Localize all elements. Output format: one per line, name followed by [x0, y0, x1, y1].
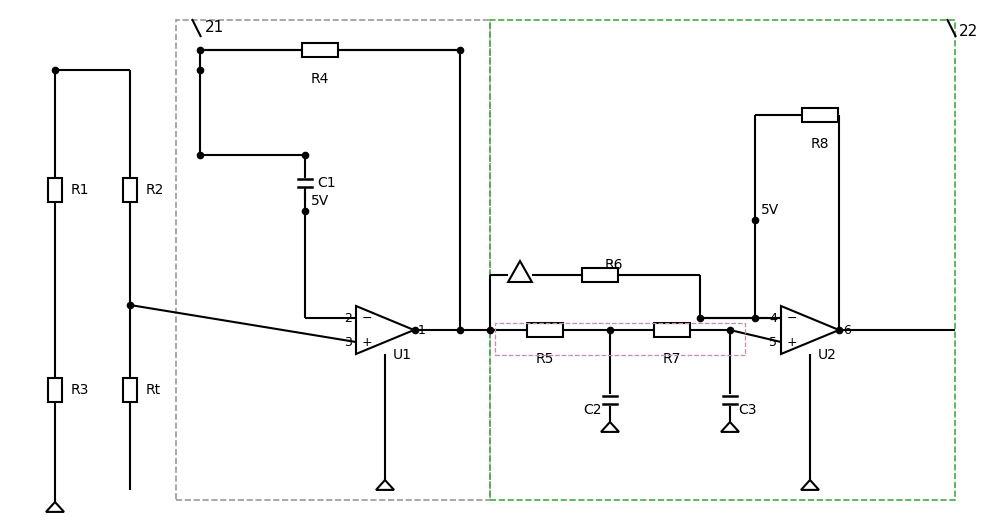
Text: R6: R6 — [605, 258, 624, 272]
Text: Rt: Rt — [146, 383, 161, 397]
Text: −: − — [787, 312, 798, 325]
Text: R5: R5 — [536, 352, 554, 366]
Text: 2: 2 — [344, 312, 352, 325]
Polygon shape — [376, 480, 394, 490]
Text: 4: 4 — [769, 312, 777, 325]
Text: C3: C3 — [738, 403, 757, 417]
Polygon shape — [356, 306, 414, 354]
Text: 22: 22 — [959, 24, 978, 40]
Polygon shape — [801, 480, 819, 490]
Text: 6: 6 — [843, 324, 851, 337]
Text: +: + — [787, 336, 798, 349]
Bar — [123, 378, 137, 402]
Text: 5V: 5V — [311, 194, 329, 208]
Text: R3: R3 — [71, 383, 89, 397]
Bar — [123, 178, 137, 202]
Polygon shape — [601, 422, 619, 432]
Polygon shape — [781, 306, 839, 354]
Text: R4: R4 — [311, 72, 329, 86]
Text: R1: R1 — [71, 183, 90, 197]
Bar — [302, 43, 338, 57]
Bar — [176, 20, 490, 500]
Text: 5V: 5V — [761, 203, 779, 217]
Polygon shape — [508, 261, 532, 282]
Text: −: − — [362, 312, 372, 325]
Polygon shape — [721, 422, 739, 432]
Text: 1: 1 — [418, 324, 426, 337]
Text: +: + — [362, 336, 373, 349]
Polygon shape — [46, 502, 64, 512]
Text: 3: 3 — [344, 336, 352, 349]
Bar — [527, 323, 563, 337]
Bar — [654, 323, 690, 337]
Text: R8: R8 — [811, 137, 829, 151]
Bar — [48, 178, 62, 202]
Bar — [582, 268, 618, 282]
Bar — [490, 20, 955, 500]
Bar — [802, 108, 838, 122]
Text: U2: U2 — [818, 348, 837, 362]
Text: C1: C1 — [317, 176, 336, 190]
Text: C2: C2 — [584, 403, 602, 417]
Text: R2: R2 — [146, 183, 164, 197]
Bar — [48, 378, 62, 402]
Bar — [495, 323, 745, 355]
Text: 21: 21 — [205, 20, 224, 35]
Text: U1: U1 — [393, 348, 412, 362]
Text: 5: 5 — [769, 336, 777, 349]
Text: R7: R7 — [663, 352, 681, 366]
